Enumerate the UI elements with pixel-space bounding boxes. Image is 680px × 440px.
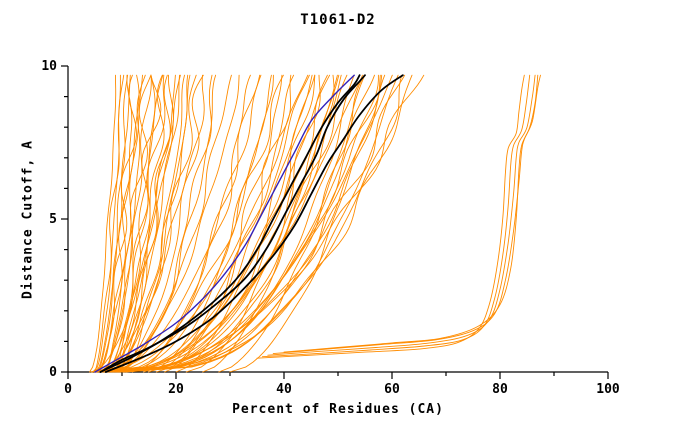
model-curve [143, 74, 272, 373]
model-curve [119, 74, 191, 373]
model-curve [105, 74, 152, 373]
model-curve [104, 74, 164, 373]
x-tick-label: 60 [384, 382, 400, 397]
x-tick-label: 40 [276, 382, 292, 397]
model-curve [89, 74, 117, 373]
model-curve-right-cluster [261, 74, 531, 358]
model-curve [99, 74, 295, 373]
chart-title: T1061-D2 [300, 12, 376, 28]
x-tick-label: 80 [492, 382, 508, 397]
model-curve [99, 74, 406, 373]
model-curve [125, 74, 403, 373]
model-curve [105, 74, 262, 373]
model-curve [229, 74, 381, 373]
model-curve [96, 74, 204, 373]
reference-curve [104, 74, 404, 373]
reference-curve [99, 74, 361, 373]
model-curve [96, 74, 131, 373]
model-curve [99, 74, 176, 373]
model-curve [94, 74, 129, 373]
model-curve [99, 74, 205, 373]
model-curve [94, 74, 121, 373]
model-curve-right-cluster [272, 74, 541, 355]
model-curve [104, 74, 363, 373]
model-curve [147, 74, 283, 373]
model-curve [121, 74, 393, 373]
model-curve [115, 74, 379, 373]
model-curve [114, 74, 366, 373]
model-curve [112, 74, 166, 373]
model-curve [99, 74, 137, 373]
model-curve [164, 74, 292, 373]
model-curve-right-cluster [283, 74, 539, 353]
model-curve [110, 74, 274, 373]
model-curve [94, 74, 133, 373]
model-curve [110, 74, 375, 373]
model-curve [116, 74, 383, 373]
model-curve [93, 74, 171, 373]
model-curve [90, 74, 232, 373]
model-curve [202, 74, 340, 373]
model-curve [113, 74, 174, 373]
model-curve [131, 74, 261, 373]
x-tick-label: 0 [64, 382, 72, 397]
model-curve [104, 74, 413, 373]
y-tick-label: 10 [41, 59, 57, 74]
x-tick-label: 20 [168, 382, 184, 397]
x-tick-label: 100 [596, 382, 620, 397]
model-curve-right-cluster [267, 74, 536, 356]
highlight-curve [94, 74, 355, 373]
model-curve [218, 74, 365, 373]
y-tick-label: 5 [49, 212, 57, 227]
model-curve [118, 74, 386, 373]
model-curve [175, 74, 316, 373]
x-axis-label: Percent of Residues (CA) [232, 402, 444, 417]
model-curve-right-cluster [256, 74, 525, 359]
model-curve [116, 74, 180, 373]
model-curve [99, 74, 152, 373]
y-tick-label: 0 [49, 365, 57, 380]
model-curve [102, 74, 156, 373]
model-curve [107, 74, 162, 373]
model-curve [185, 74, 328, 373]
model-curve [94, 74, 240, 373]
